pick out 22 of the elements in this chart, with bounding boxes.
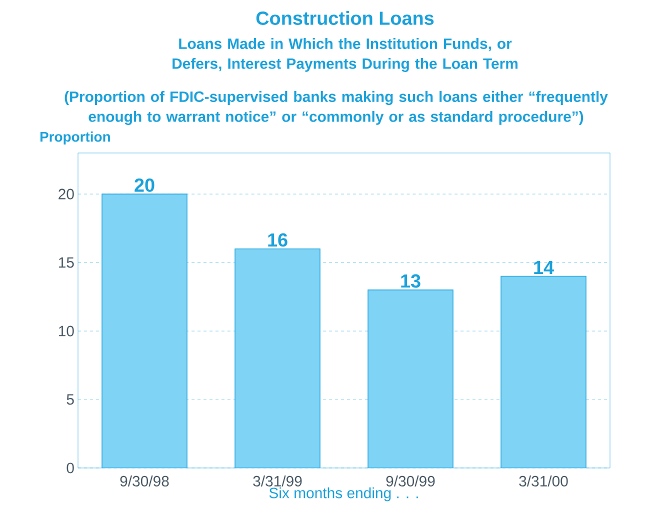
- data-label: 20: [134, 178, 154, 192]
- data-label: 16: [268, 233, 288, 247]
- y-tick-label: 5: [66, 394, 74, 405]
- bar: [234, 248, 320, 468]
- x-tick-label: 3/31/99: [253, 476, 302, 486]
- text: (Proportion of FDIC-supervised banks making such loans either “frequently enough to warrant notice” or “commonly or as standard procedure”): [64, 91, 608, 125]
- y-tick-label: 20: [58, 188, 74, 200]
- bar: [500, 276, 586, 468]
- data-label: 14: [534, 261, 554, 274]
- x-tick-label: 9/30/98: [120, 476, 169, 486]
- y-axis-title: Proportion: [40, 131, 110, 144]
- y-tick-label: 10: [59, 326, 74, 336]
- bar: [368, 290, 454, 468]
- data-label: 13: [401, 274, 420, 288]
- y-tick-label: 0: [66, 462, 74, 474]
- x-tick-label: 3/31/00: [519, 476, 568, 486]
- chart-title: Construction Loans: [256, 11, 434, 25]
- x-axis-title: Six months ending . . .: [269, 487, 418, 502]
- y-tick-label: 15: [59, 257, 74, 268]
- x-tick-label: 9/30/99: [386, 476, 435, 486]
- chart-subtitle: Loans Made in Which the Institution Funds, or Defers, Interest Payments During the Loan Term: [172, 38, 518, 72]
- bar: [102, 194, 188, 468]
